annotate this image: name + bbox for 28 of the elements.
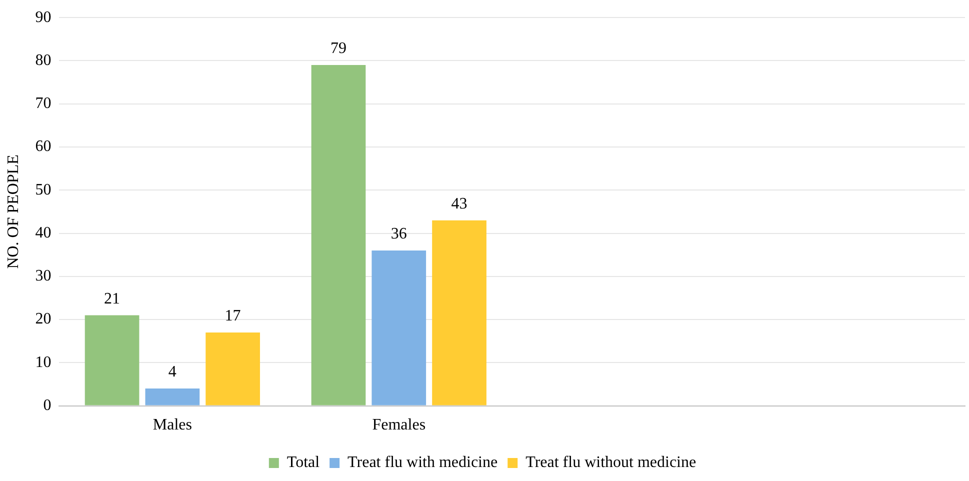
y-tick-label: 30 [35, 268, 52, 285]
y-tick-label: 40 [35, 224, 52, 242]
y-tick-label: 50 [35, 181, 52, 198]
data-label: 4 [168, 364, 176, 381]
legend-label: Total [286, 454, 320, 472]
x-tick-label: Females [372, 416, 426, 434]
y-axis-title: NO. OF PEOPLE [4, 154, 22, 269]
y-tick-label: 70 [35, 95, 52, 112]
data-label: 79 [330, 40, 346, 58]
y-tick-label: 80 [35, 52, 52, 69]
bar [145, 388, 200, 406]
bar [206, 332, 260, 406]
y-tick-label: 20 [35, 310, 52, 328]
data-label: 21 [104, 290, 120, 308]
y-tick-label: 90 [35, 8, 52, 26]
bar [84, 315, 140, 406]
y-tick-label: 0 [43, 397, 52, 414]
bar [432, 220, 486, 406]
y-tick-label: 10 [35, 354, 52, 371]
data-label: 36 [390, 226, 407, 243]
bar [311, 65, 366, 406]
data-label: 17 [224, 308, 241, 325]
y-tick-label: 60 [35, 138, 52, 156]
bar [372, 250, 426, 406]
legend-label: Treat flu without medicine [526, 454, 696, 472]
data-label: 43 [451, 196, 468, 213]
legend-label: Treat flu with medicine [348, 454, 498, 472]
x-tick-label: Males [152, 416, 192, 434]
